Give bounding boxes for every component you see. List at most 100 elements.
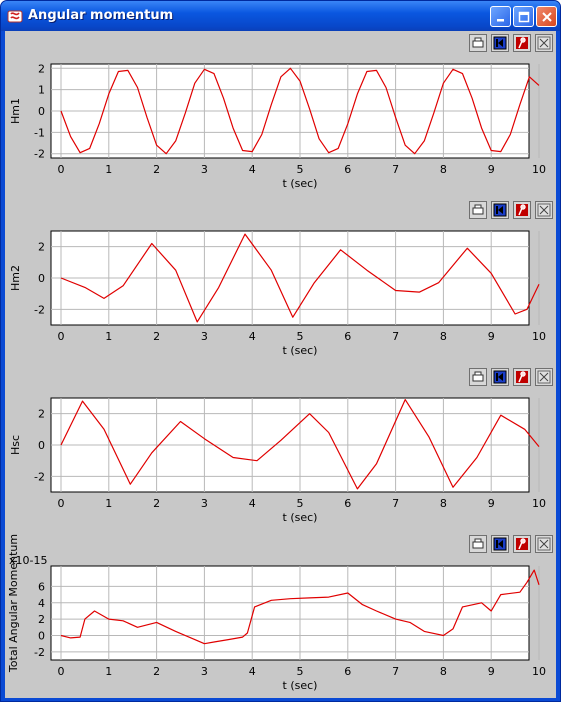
title-bar[interactable]: Angular momentum bbox=[1, 1, 560, 31]
reset-view-button[interactable] bbox=[491, 535, 509, 553]
marker-button[interactable] bbox=[513, 201, 531, 219]
y-axis-label: Hm1 bbox=[9, 98, 22, 124]
close-button[interactable] bbox=[536, 6, 557, 27]
y-tick-label: 0 bbox=[38, 272, 45, 285]
print-button[interactable] bbox=[469, 201, 487, 219]
y-tick-label: 4 bbox=[38, 597, 45, 610]
x-tick-label: 1 bbox=[105, 497, 112, 510]
y-tick-label: -2 bbox=[34, 470, 45, 483]
x-tick-label: 5 bbox=[297, 330, 304, 343]
plot-toolbar bbox=[469, 368, 553, 386]
fit-zoom-icon bbox=[537, 537, 551, 551]
marker-icon bbox=[516, 204, 528, 216]
series-line bbox=[60, 569, 540, 645]
y-tick-label: 1 bbox=[38, 84, 45, 97]
x-tick-label: 2 bbox=[153, 665, 160, 678]
y-tick-label: 6 bbox=[38, 580, 45, 593]
x-tick-label: 1 bbox=[105, 665, 112, 678]
maximize-button[interactable] bbox=[513, 6, 534, 27]
fit-zoom-button[interactable] bbox=[535, 34, 553, 52]
x-tick-label: 10 bbox=[532, 330, 546, 343]
x-tick-label: 6 bbox=[344, 330, 351, 343]
y-tick-label: -2 bbox=[34, 646, 45, 659]
x-tick-label: 1 bbox=[105, 330, 112, 343]
plot-panel-4: 0 1 2 3 4 5 6 7 8 9 10 6 4 2 0 -2 t (sec) Total Angular M… bbox=[5, 532, 556, 699]
print-button[interactable] bbox=[469, 535, 487, 553]
x-tick-label: 9 bbox=[488, 497, 495, 510]
y-tick-label: -2 bbox=[34, 303, 45, 316]
x-tick-label: 3 bbox=[201, 330, 208, 343]
y-axis-label: Hsc bbox=[9, 435, 22, 455]
x-tick-label: 2 bbox=[153, 497, 160, 510]
reset-view-button[interactable] bbox=[491, 368, 509, 386]
y-tick-label: 2 bbox=[38, 62, 45, 75]
marker-button[interactable] bbox=[513, 535, 531, 553]
x-tick-label: 5 bbox=[297, 497, 304, 510]
y-tick-label: -2 bbox=[34, 148, 45, 161]
y-tick-label: -1 bbox=[34, 126, 45, 139]
x-tick-label: 7 bbox=[392, 330, 399, 343]
x-axis-label: t (sec) bbox=[283, 511, 318, 524]
minimize-button[interactable] bbox=[490, 6, 511, 27]
minimize-icon bbox=[496, 18, 504, 21]
y-tick-label: 2 bbox=[38, 613, 45, 626]
x-tick-label: 4 bbox=[249, 163, 256, 176]
x-tick-label: 7 bbox=[392, 497, 399, 510]
plot-toolbar bbox=[469, 535, 553, 553]
fit-zoom-icon bbox=[537, 203, 551, 217]
x-tick-label: 8 bbox=[440, 497, 447, 510]
reset-view-button[interactable] bbox=[491, 201, 509, 219]
print-icon bbox=[472, 37, 484, 48]
x-tick-label: 3 bbox=[201, 163, 208, 176]
reset-view-icon bbox=[493, 36, 507, 50]
plot-toolbar bbox=[469, 201, 553, 219]
x-tick-label: 8 bbox=[440, 665, 447, 678]
y-axis-label: Hm2 bbox=[9, 265, 22, 291]
x-tick-label: 10 bbox=[532, 665, 546, 678]
x-tick-label: 8 bbox=[440, 163, 447, 176]
y-axis-label: Total Angular Momentum bbox=[7, 534, 20, 673]
plot-panel-2: 0 1 2 3 4 5 6 7 8 9 10 2 0 -2 t (sec) Hm2 bbox=[5, 198, 556, 365]
x-tick-label: 7 bbox=[392, 163, 399, 176]
x-tick-label: 10 bbox=[532, 163, 546, 176]
fit-zoom-button[interactable] bbox=[535, 201, 553, 219]
x-tick-label: 6 bbox=[344, 163, 351, 176]
chart-hsc[interactable]: 0 1 2 3 4 5 6 7 8 9 10 2 0 -2 t (sec) Hsc bbox=[5, 365, 556, 532]
x-tick-label: 10 bbox=[532, 497, 546, 510]
y-tick-label: 0 bbox=[38, 629, 45, 642]
java-app-icon bbox=[7, 10, 23, 23]
reset-view-icon bbox=[493, 537, 507, 551]
print-button[interactable] bbox=[469, 368, 487, 386]
close-icon bbox=[541, 11, 552, 22]
x-tick-label: 0 bbox=[58, 497, 65, 510]
marker-button[interactable] bbox=[513, 34, 531, 52]
series-line bbox=[60, 398, 540, 490]
fit-zoom-button[interactable] bbox=[535, 368, 553, 386]
fit-zoom-button[interactable] bbox=[535, 535, 553, 553]
reset-view-button[interactable] bbox=[491, 34, 509, 52]
x-tick-label: 9 bbox=[488, 665, 495, 678]
y-tick-label: 2 bbox=[38, 241, 45, 254]
x-axis-label: t (sec) bbox=[283, 177, 318, 190]
marker-icon bbox=[516, 371, 528, 383]
x-tick-label: 0 bbox=[58, 665, 65, 678]
x-tick-label: 3 bbox=[201, 497, 208, 510]
reset-view-icon bbox=[493, 203, 507, 217]
y-tick-label: 0 bbox=[38, 105, 45, 118]
print-icon bbox=[472, 204, 484, 215]
chart-total-angular-momentum[interactable]: 0 1 2 3 4 5 6 7 8 9 10 6 4 2 0 -2 t (sec) Total Angular M… bbox=[5, 532, 556, 699]
x-tick-label: 8 bbox=[440, 330, 447, 343]
plot-panel-1: 0 1 2 3 4 5 6 7 8 9 10 2 1 0 -1 -2 t (sec) Hm1 bbox=[5, 31, 556, 198]
marker-button[interactable] bbox=[513, 368, 531, 386]
print-button[interactable] bbox=[469, 34, 487, 52]
x-tick-label: 6 bbox=[344, 497, 351, 510]
x-tick-label: 6 bbox=[344, 665, 351, 678]
x-tick-label: 2 bbox=[153, 163, 160, 176]
marker-icon bbox=[516, 37, 528, 49]
chart-hm2[interactable]: 0 1 2 3 4 5 6 7 8 9 10 2 0 -2 t (sec) Hm2 bbox=[5, 198, 556, 365]
x-tick-label: 3 bbox=[201, 665, 208, 678]
x-tick-label: 5 bbox=[297, 163, 304, 176]
y-tick-label: 0 bbox=[38, 439, 45, 452]
